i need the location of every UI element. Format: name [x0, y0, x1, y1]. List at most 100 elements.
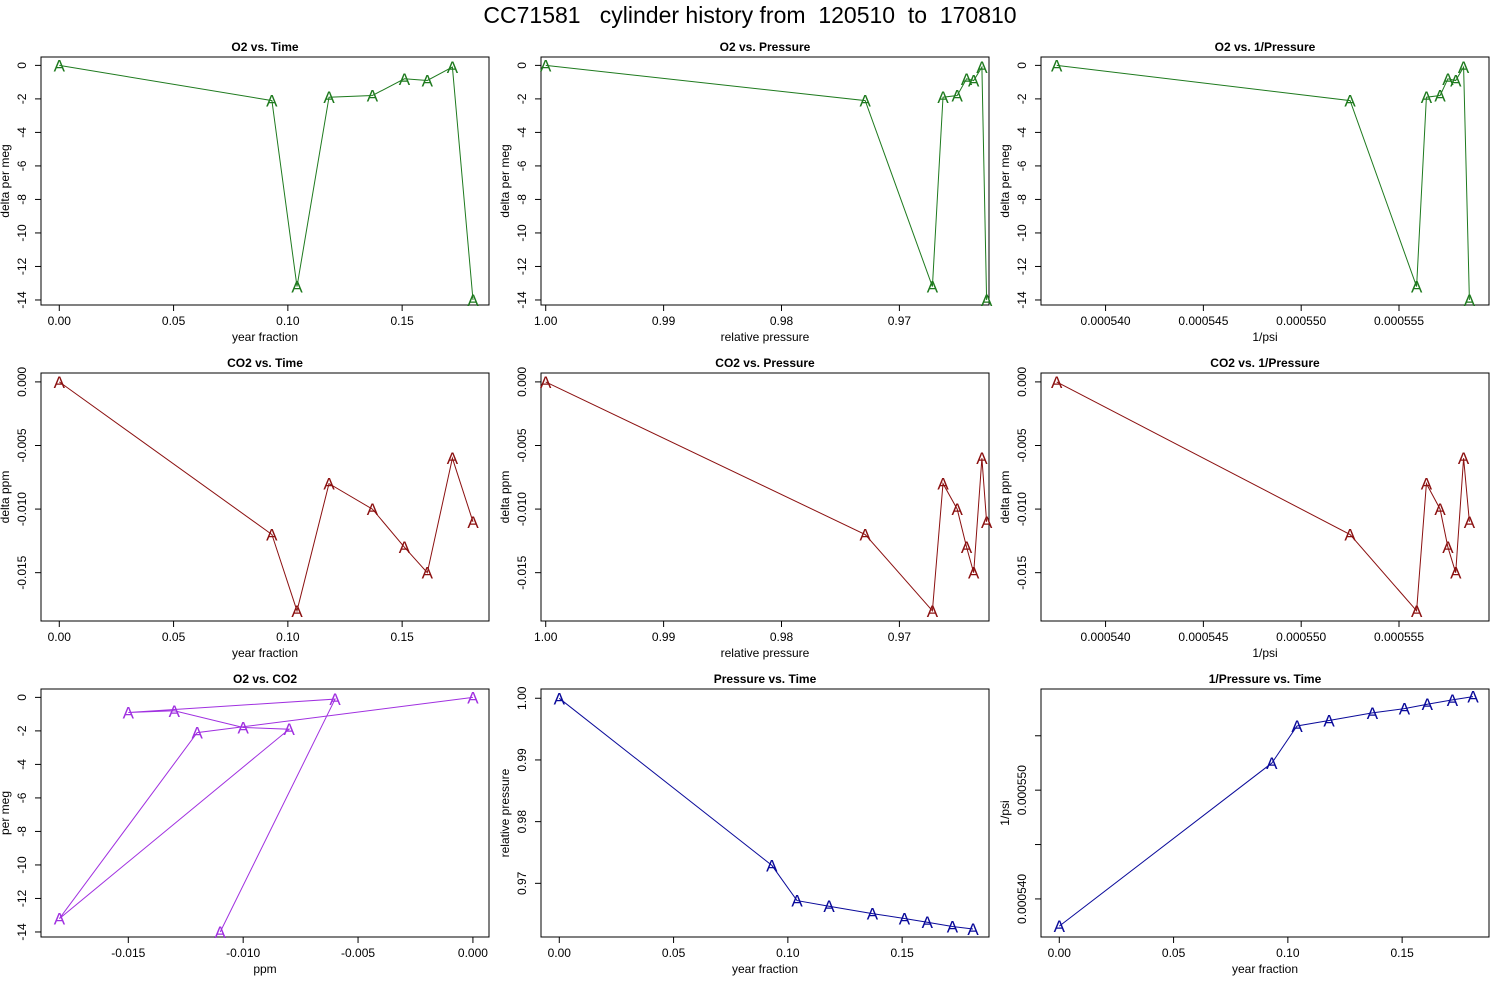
y-axis-label: delta ppm: [998, 471, 1012, 524]
x-tick-label: 0.10: [276, 314, 300, 328]
y-tick-label: -14: [15, 923, 29, 941]
x-axis-label: relative pressure: [721, 330, 810, 344]
data-point-marker: A: [399, 538, 411, 557]
plot-title: Pressure vs. Time: [714, 672, 817, 686]
data-point-marker: A: [967, 920, 979, 939]
data-point-marker: A: [976, 58, 988, 77]
y-tick-label: -0.015: [1015, 555, 1029, 589]
data-point-marker: A: [422, 564, 434, 583]
data-point-marker: A: [981, 513, 993, 532]
plot-panel-4: CO2 vs. Time 0.00 0.05 0.10 0.15 0.000 -0.005 -…: [0, 356, 490, 660]
y-tick-label: -12: [515, 257, 529, 275]
plot-title: CO2 vs. 1/Pressure: [1210, 356, 1320, 370]
y-tick-label: -4: [15, 127, 29, 138]
data-point-marker: A: [266, 92, 278, 111]
data-point-marker: A: [937, 475, 949, 494]
data-point-marker: A: [1421, 88, 1433, 107]
y-tick-label: -0.010: [15, 492, 29, 526]
data-point-marker: A: [291, 602, 303, 621]
data-point-marker: A: [961, 70, 973, 89]
y-tick-label: 0.000540: [1015, 874, 1029, 924]
x-tick-label: 0.000550: [1276, 314, 1326, 328]
data-point-marker: A: [1464, 291, 1476, 310]
data-point-marker: A: [554, 689, 566, 708]
y-axis-label: delta per meg: [998, 144, 1012, 217]
y-axis-label: delta per meg: [0, 144, 12, 217]
y-tick-label: 0.97: [515, 871, 529, 895]
data-point-marker: A: [922, 913, 934, 932]
data-point-marker: A: [1399, 700, 1411, 719]
data-point-marker: A: [1458, 449, 1470, 468]
data-point-marker: A: [447, 449, 459, 468]
data-point-marker: A: [1054, 917, 1066, 936]
plot-title: O2 vs. 1/Pressure: [1215, 40, 1316, 54]
y-tick-label: 0.000: [515, 367, 529, 397]
y-tick-label: -0.005: [515, 428, 529, 462]
data-point-marker: A: [927, 602, 939, 621]
plot-frame: [540, 372, 990, 622]
y-tick-label: -4: [515, 127, 529, 138]
plot-panel-1: O2 vs. Time 0.00 0.05 0.10 0.15 0 -2 -4 -6 -8 -10 -…: [0, 40, 490, 344]
y-tick-label: -12: [15, 889, 29, 907]
plot-frame: [1040, 56, 1490, 306]
x-tick-label: 0.99: [652, 314, 676, 328]
x-tick-label: 0.98: [770, 630, 794, 644]
page-title: CC71581 cylinder history from 120510 to …: [483, 2, 1017, 28]
plot-title: CO2 vs. Time: [227, 356, 303, 370]
x-tick-label: 0.00: [548, 946, 572, 960]
data-point-marker: A: [422, 71, 434, 90]
data-point-marker: A: [192, 724, 204, 743]
data-point-marker: A: [968, 71, 980, 90]
data-point-marker: A: [766, 856, 778, 875]
x-tick-label: -0.015: [111, 946, 145, 960]
y-tick-label: 0.000: [15, 367, 29, 397]
data-point-marker: A: [266, 526, 278, 545]
data-point-marker: A: [1442, 70, 1454, 89]
series-line: [545, 64, 988, 301]
data-point-marker: A: [540, 373, 552, 392]
x-tick-label: 0.15: [390, 630, 414, 644]
y-tick-label: -0.010: [1015, 492, 1029, 526]
y-tick-label: 0: [15, 694, 29, 701]
plot-title: O2 vs. CO2: [233, 672, 297, 686]
y-axis-label: per meg: [0, 791, 12, 835]
x-tick-label: 0.10: [276, 630, 300, 644]
data-point-marker: A: [1051, 56, 1063, 75]
plot-panel-8: Pressure vs. Time 0.00 0.05 0.10 0.15 0.97 0.9…: [498, 672, 990, 976]
x-tick-label: 0.05: [662, 946, 686, 960]
data-point-marker: A: [1323, 712, 1335, 731]
data-point-marker: A: [447, 58, 459, 77]
data-point-marker: A: [1434, 500, 1446, 519]
x-tick-label: 0.000545: [1178, 630, 1228, 644]
y-tick-label: 0: [1015, 62, 1029, 69]
x-tick-label: 0.000555: [1374, 630, 1424, 644]
y-tick-label: 0.99: [515, 748, 529, 772]
y-tick-label: -14: [515, 291, 529, 309]
plot-title: 1/Pressure vs. Time: [1209, 672, 1322, 686]
plot-panel-3: O2 vs. 1/Pressure 0.000540 0.000545 0.00055…: [998, 40, 1490, 344]
series-line: [59, 381, 474, 613]
plot-frame: [40, 372, 490, 622]
x-axis-label: 1/psi: [1252, 330, 1277, 344]
data-point-marker: A: [329, 690, 341, 709]
series-line: [558, 697, 974, 930]
plot-panel-6: CO2 vs. 1/Pressure 0.000540 0.000545 0.0005…: [998, 356, 1490, 660]
data-point-marker: A: [367, 500, 379, 519]
plot-title: O2 vs. Pressure: [720, 40, 811, 54]
data-point-marker: A: [323, 88, 335, 107]
x-tick-label: 0.000540: [1081, 314, 1131, 328]
x-tick-label: 0.000550: [1276, 630, 1326, 644]
y-tick-label: 0: [15, 62, 29, 69]
y-tick-label: -6: [15, 160, 29, 171]
data-point-marker: A: [540, 56, 552, 75]
data-point-marker: A: [947, 918, 959, 937]
plot-frame: [540, 688, 990, 938]
data-point-marker: A: [981, 291, 993, 310]
plot-panel-5: CO2 vs. Pressure 1.00 0.99 0.98 0.97 0.000 -0.…: [498, 356, 993, 660]
x-axis-label: year fraction: [732, 962, 798, 976]
data-point-marker: A: [1051, 373, 1063, 392]
y-tick-label: -8: [515, 194, 529, 205]
data-point-marker: A: [1411, 278, 1423, 297]
plot-frame: [540, 56, 990, 306]
x-tick-label: 0.97: [888, 314, 912, 328]
